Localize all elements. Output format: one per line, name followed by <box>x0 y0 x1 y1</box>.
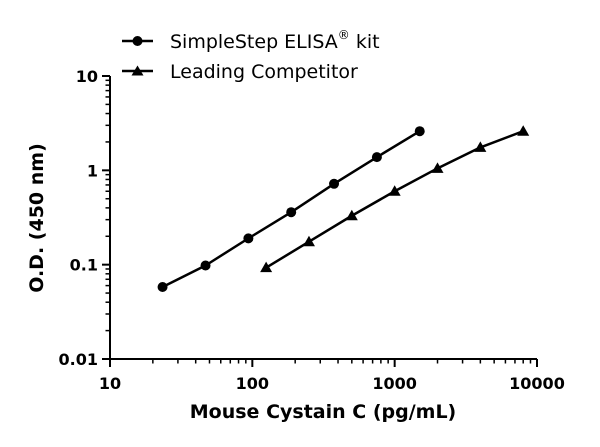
x-tick-label: 100 <box>236 374 269 393</box>
legend-circle-marker <box>132 36 143 46</box>
y-axis-title: O.D. (450 nm) <box>26 143 48 293</box>
data-point-triangle <box>388 185 401 196</box>
data-point-circle <box>414 126 425 137</box>
tick-labels: 10 100 1000 10000 0.01 0.1 1 10 <box>59 67 565 393</box>
legend: SimpleStep ELISA® kit Leading Competitor <box>122 28 380 83</box>
data-point-triangle <box>302 235 315 247</box>
data-point-circle <box>286 207 297 218</box>
y-tick-label: 0.01 <box>59 350 98 369</box>
y-tick-label: 1 <box>87 161 98 180</box>
data-point-triangle <box>260 261 273 273</box>
x-tick-label: 10 <box>99 374 121 393</box>
series-2 <box>260 125 530 273</box>
series-layer <box>157 125 530 292</box>
data-point-circle <box>200 260 211 271</box>
data-point-circle <box>243 233 254 244</box>
legend-label-2: Leading Competitor <box>170 61 358 83</box>
data-point-triangle <box>517 125 530 136</box>
y-tick-label: 10 <box>76 67 98 86</box>
data-point-circle <box>371 152 382 163</box>
legend-entry-1: SimpleStep ELISA® kit <box>122 28 380 53</box>
data-point-circle <box>329 178 340 189</box>
legend-label-1: SimpleStep ELISA® kit <box>170 28 380 53</box>
axes <box>109 76 537 360</box>
y-tick-label: 0.1 <box>70 256 98 275</box>
legend-triangle-marker <box>131 65 144 76</box>
x-axis-title: Mouse Cystain C (pg/mL) <box>190 401 456 423</box>
legend-entry-2: Leading Competitor <box>122 61 358 83</box>
data-point-circle <box>157 281 168 292</box>
x-tick-label: 10000 <box>509 374 565 393</box>
data-point-triangle <box>345 209 358 221</box>
series-1 <box>157 126 425 292</box>
data-point-triangle <box>474 141 487 152</box>
x-tick-label: 1000 <box>372 374 417 393</box>
data-point-triangle <box>431 162 444 173</box>
ticks <box>102 75 538 367</box>
